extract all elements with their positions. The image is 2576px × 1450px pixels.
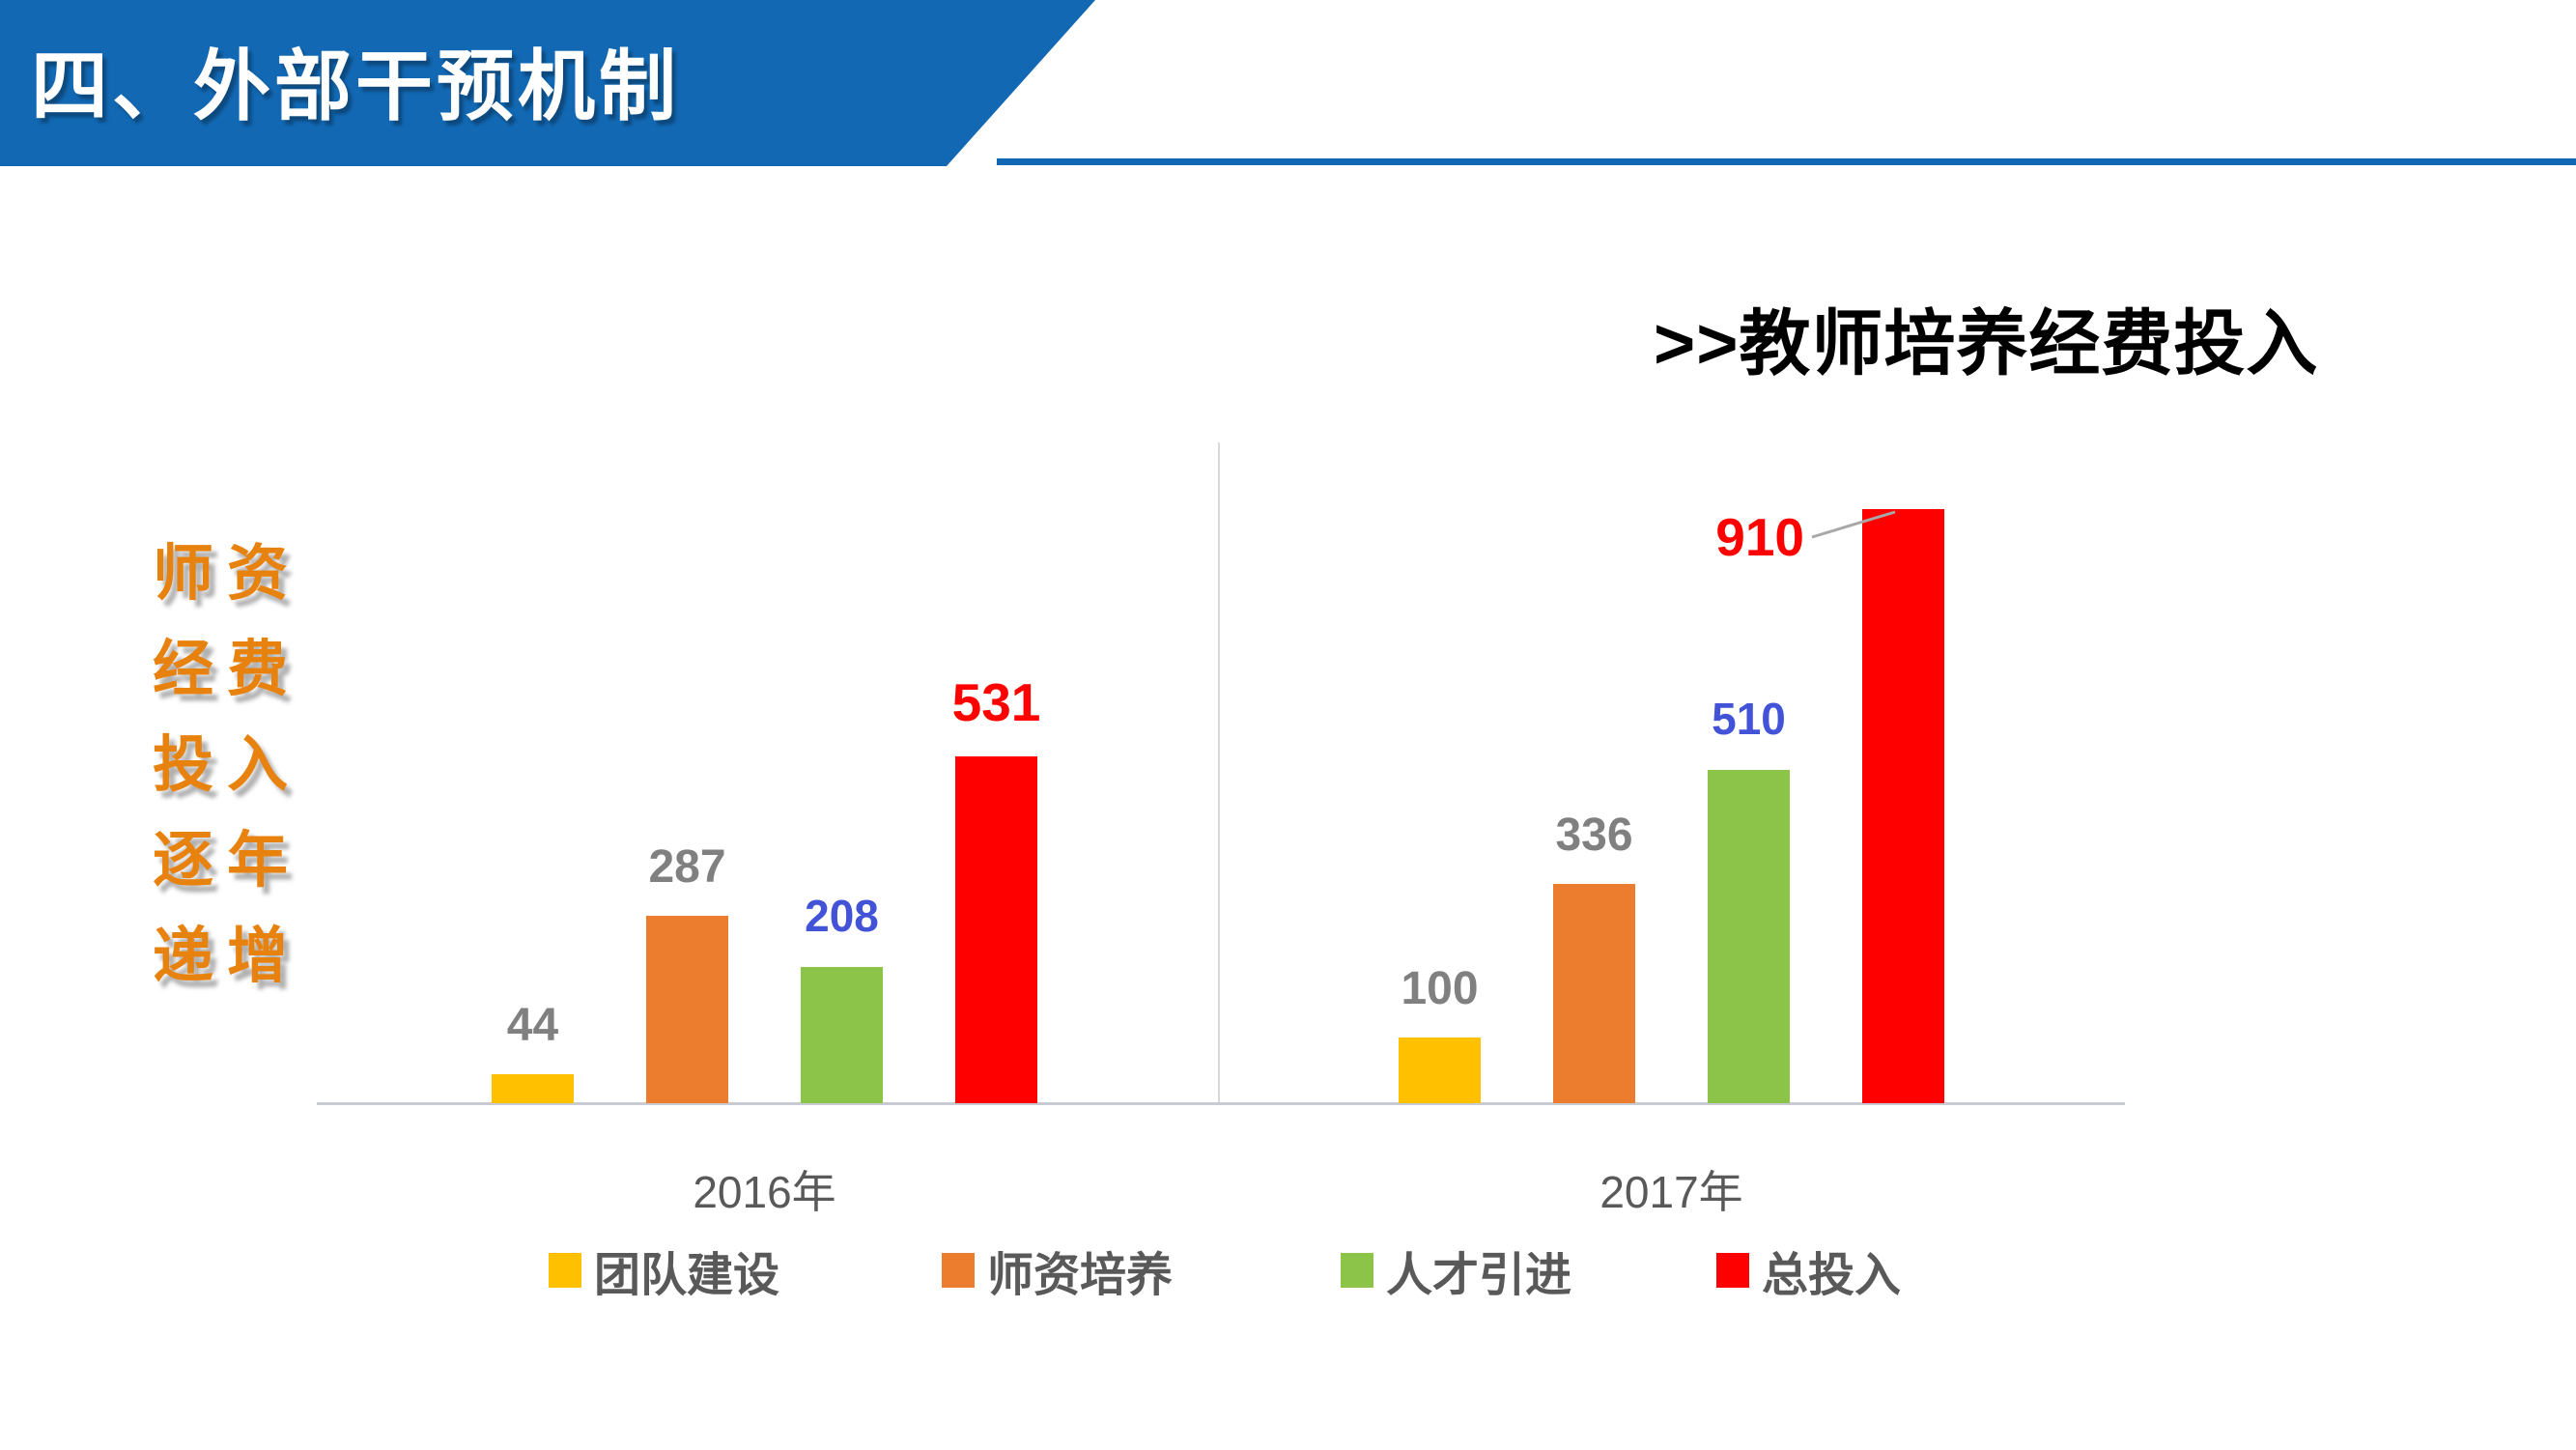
legend-label-teacher-training: 师资培养 <box>987 1250 1174 1301</box>
legend-item-total-investment: 总投入 <box>1716 1237 1901 1304</box>
side-caption-line: 经费 <box>153 636 301 703</box>
value-label-teacher-training-2017: 336 <box>1555 810 1633 861</box>
callout-leader-line <box>1811 510 1896 539</box>
bar-team-building-2016 <box>492 1074 574 1103</box>
legend-label-talent-recruitment: 人才引进 <box>1386 1250 1572 1301</box>
value-label-talent-recruitment-2016: 208 <box>805 891 879 941</box>
section-banner-title: 四、外部干预机制 <box>31 43 680 129</box>
bar-total-investment-2017 <box>1862 509 1944 1103</box>
section-banner: 四、外部干预机制 <box>0 0 1095 166</box>
category-label-2016: 2016年 <box>693 1167 836 1217</box>
value-label-team-building-2016: 44 <box>506 1000 559 1051</box>
bar-teacher-training-2017 <box>1553 884 1635 1103</box>
value-label-teacher-training-2016: 287 <box>648 841 726 893</box>
bar-teacher-training-2016 <box>646 916 728 1103</box>
legend-swatch-talent-recruitment <box>1341 1253 1373 1288</box>
legend-label-total-investment: 总投入 <box>1762 1250 1902 1301</box>
legend-swatch-team-building <box>549 1253 581 1288</box>
legend-swatch-teacher-training <box>942 1253 975 1288</box>
x-axis-line <box>317 1102 2125 1105</box>
bar-team-building-2017 <box>1399 1038 1481 1103</box>
side-caption-line: 投入 <box>153 731 301 799</box>
bar-talent-recruitment-2016 <box>801 967 883 1103</box>
category-label-2017: 2017年 <box>1599 1167 1743 1217</box>
chart-legend: 团队建设 师资培养 人才引进 总投入 <box>0 1237 2576 1301</box>
legend-item-teacher-training: 师资培养 <box>942 1237 1173 1304</box>
page-title: >>教师培养经费投入 <box>1654 303 2319 384</box>
side-caption-line: 逐年 <box>153 827 301 895</box>
side-caption-line: 师资 <box>153 540 301 608</box>
banner-underline <box>997 158 2576 165</box>
side-caption-line: 递增 <box>153 923 301 990</box>
value-label-team-building-2017: 100 <box>1401 963 1479 1014</box>
legend-item-talent-recruitment: 人才引进 <box>1341 1237 1571 1304</box>
legend-label-team-building: 团队建设 <box>594 1250 780 1301</box>
value-label-total-investment-2016: 531 <box>951 672 1041 732</box>
side-caption: 师资 经费 投入 逐年 递增 <box>153 526 301 1005</box>
legend-swatch-total-investment <box>1716 1253 1749 1288</box>
bar-total-investment-2016 <box>955 756 1037 1103</box>
value-label-talent-recruitment-2017: 510 <box>1712 694 1786 744</box>
bar-talent-recruitment-2017 <box>1708 770 1790 1103</box>
value-label-total-investment-2017: 910 <box>1715 507 1804 567</box>
category-divider-line <box>1218 442 1220 1102</box>
legend-item-team-building: 团队建设 <box>549 1237 779 1304</box>
